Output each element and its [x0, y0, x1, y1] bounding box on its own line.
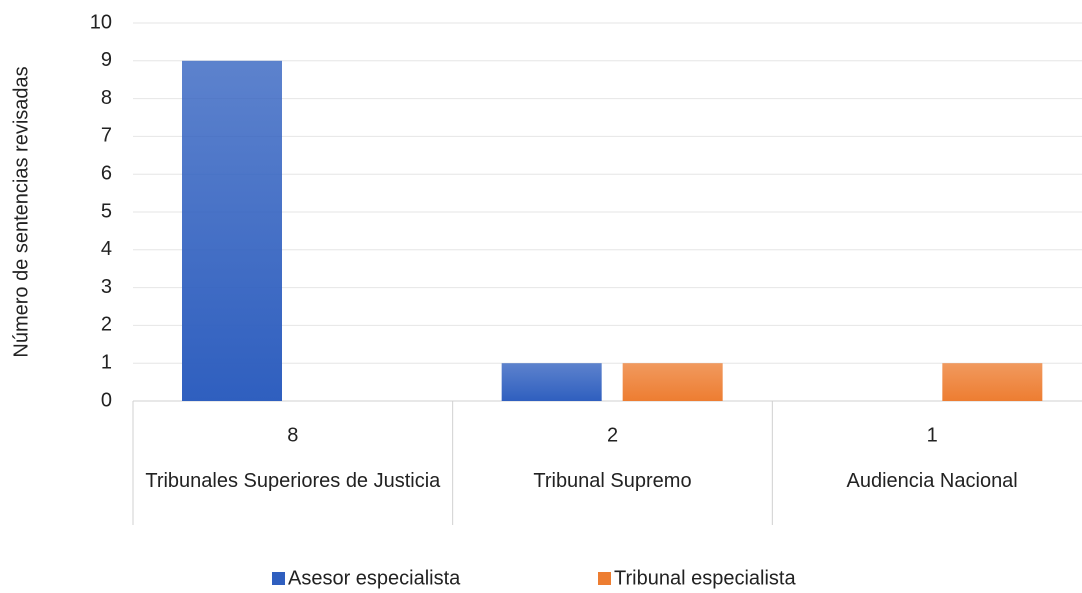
y-tick-label: 0: [101, 389, 112, 411]
x-tick-label: Audiencia Nacional: [846, 470, 1018, 492]
legend-label: Asesor especialista: [288, 567, 461, 589]
category-label-box: Tribunales Superiores de Justicia: [145, 470, 441, 492]
y-tick-label: 1: [101, 351, 112, 373]
y-tick-label: 9: [101, 49, 112, 71]
bar: [501, 363, 602, 401]
y-tick-label: 10: [90, 11, 112, 33]
legend-swatch: [598, 572, 611, 585]
legend-label: Tribunal especialista: [614, 567, 796, 589]
bar: [622, 363, 723, 401]
category-count: 2: [607, 424, 618, 446]
x-tick-label: Tribunal Supremo: [533, 470, 692, 492]
y-tick-label: 3: [101, 276, 112, 298]
y-axis-label: Número de sentencias revisadas: [10, 66, 32, 357]
y-tick-label: 5: [101, 200, 112, 222]
category-label-box: Tribunal Supremo: [533, 470, 692, 492]
bar: [942, 363, 1043, 401]
y-tick-label: 6: [101, 162, 112, 184]
category-count: 1: [927, 424, 938, 446]
y-tick-label: 4: [101, 238, 112, 260]
x-tick-label: Tribunales Superiores de Justicia: [145, 470, 441, 492]
bar: [182, 60, 282, 402]
y-tick-label: 8: [101, 87, 112, 109]
y-tick-label: 7: [101, 125, 112, 147]
legend-swatch: [272, 572, 285, 585]
category-label-box: Audiencia Nacional: [846, 470, 1018, 492]
category-count: 8: [287, 424, 298, 446]
y-tick-label: 2: [101, 314, 112, 336]
